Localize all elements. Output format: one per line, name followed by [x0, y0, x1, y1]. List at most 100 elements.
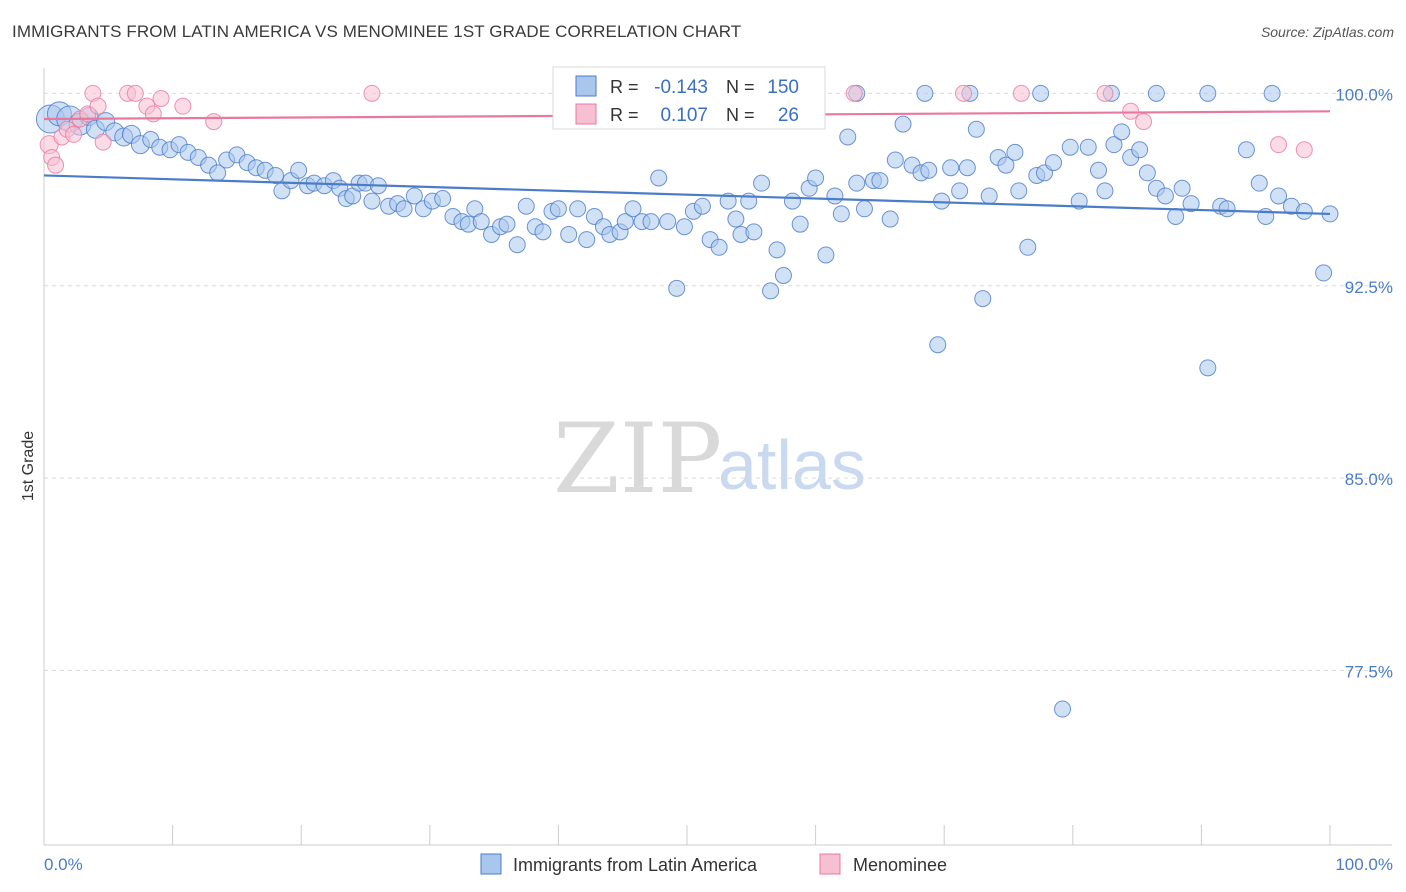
latin-america-point-61 — [569, 200, 587, 218]
y-tick-label-3: 77.5% — [1345, 663, 1393, 682]
latin-america-point-131 — [1131, 141, 1149, 159]
latin-america-point-122 — [1054, 700, 1072, 718]
latin-america-point-91 — [807, 169, 825, 187]
legend-swatch-menominee — [819, 853, 841, 875]
stats-r-value-pink: 0.107 — [660, 105, 708, 126]
latin-america-point-71 — [650, 169, 668, 187]
latin-america-point-97 — [855, 200, 873, 218]
latin-america-point-76 — [693, 197, 711, 215]
legend-label-latin-america: Immigrants from Latin America — [513, 855, 758, 875]
latin-america-point-59 — [549, 200, 567, 218]
menominee-point-21 — [1012, 84, 1030, 102]
latin-america-point-138 — [1199, 359, 1217, 377]
latin-america-point-150 — [916, 84, 934, 102]
menominee-point-24 — [1135, 113, 1153, 131]
latin-america-point-127 — [1096, 182, 1114, 200]
latin-america-point-74 — [675, 218, 693, 236]
latin-america-point-50 — [472, 213, 490, 231]
latin-america-point-93 — [826, 187, 844, 205]
latin-america-point-89 — [791, 215, 809, 233]
latin-america-point-84 — [753, 174, 771, 192]
y-tick-label-0: 100.0% — [1335, 85, 1393, 104]
axes — [43, 68, 1392, 846]
menominee-point-15 — [152, 89, 170, 107]
latin-america-point-154 — [1147, 84, 1165, 102]
latin-america-point-62 — [578, 231, 596, 249]
latin-america-point-83 — [745, 223, 763, 241]
latin-america-point-42 — [405, 187, 423, 205]
latin-america-point-45 — [434, 190, 452, 208]
latin-america-point-99 — [871, 172, 889, 190]
latin-america-point-68 — [624, 200, 642, 218]
latin-america-point-117 — [1010, 182, 1028, 200]
latin-america-point-87 — [774, 266, 792, 284]
stats-r-label-blue: R = — [610, 77, 639, 97]
latin-america-point-53 — [498, 215, 516, 233]
legend: Immigrants from Latin America Menominee — [480, 853, 947, 875]
menominee-point-26 — [1295, 141, 1313, 159]
x-tick-label-1: 100.0% — [1335, 855, 1393, 874]
latin-america-point-88 — [783, 192, 801, 210]
stats-n-value-pink: 26 — [778, 105, 799, 126]
latin-america-point-37 — [363, 192, 381, 210]
y-axis-label: 1st Grade — [20, 431, 37, 501]
menominee-point-22 — [1096, 84, 1114, 102]
menominee-point-19 — [845, 84, 863, 102]
menominee-point-9 — [89, 97, 107, 115]
watermark-zip: ZIP — [553, 403, 722, 515]
latin-america-point-132 — [1138, 164, 1156, 182]
stats-n-label-pink: N = — [726, 105, 755, 125]
source-label: Source: ZipAtlas.com — [1260, 24, 1394, 40]
latin-america-point-109 — [951, 182, 969, 200]
latin-america-point-147 — [1315, 264, 1333, 282]
latin-america-point-146 — [1295, 202, 1313, 220]
latin-america-point-126 — [1090, 161, 1108, 179]
menominee-point-16 — [174, 97, 192, 115]
latin-america-point-78 — [710, 238, 728, 256]
latin-america-point-73 — [668, 279, 686, 297]
menominee-point-18 — [363, 84, 381, 102]
y-tick-label-2: 85.0% — [1345, 470, 1393, 489]
latin-america-point-137 — [1182, 195, 1200, 213]
x-tick-labels: 0.0% 100.0% — [44, 855, 1393, 874]
latin-america-point-156 — [1263, 84, 1281, 102]
chart-title: IMMIGRANTS FROM LATIN AMERICA VS MENOMIN… — [12, 22, 742, 41]
stats-swatch-pink — [575, 103, 597, 125]
latin-america-point-27 — [290, 161, 308, 179]
menominee-point-25 — [1270, 136, 1288, 154]
latin-america-point-118 — [1019, 238, 1037, 256]
latin-america-point-86 — [768, 241, 786, 259]
latin-america-point-136 — [1173, 179, 1191, 197]
legend-swatch-latin-america — [480, 853, 502, 875]
latin-america-point-155 — [1199, 84, 1217, 102]
latin-america-point-95 — [839, 128, 857, 146]
menominee-point-10 — [94, 133, 112, 151]
stats-n-value-blue: 150 — [767, 77, 799, 98]
latin-america-point-41 — [395, 200, 413, 218]
latin-america-point-134 — [1156, 187, 1174, 205]
trend-line-latin-america — [43, 174, 1331, 216]
latin-america-point-142 — [1250, 174, 1268, 192]
latin-america-point-24 — [266, 166, 284, 184]
latin-america-point-116 — [1006, 143, 1024, 161]
latin-america-point-54 — [508, 236, 526, 254]
latin-america-point-70 — [642, 213, 660, 231]
latin-america-point-80 — [727, 210, 745, 228]
latin-america-point-111 — [967, 120, 985, 138]
latin-america-point-135 — [1167, 207, 1185, 225]
menominee-point-23 — [1122, 102, 1140, 120]
latin-america-point-144 — [1270, 187, 1288, 205]
latin-america-point-102 — [894, 115, 912, 133]
stats-r-value-blue: -0.143 — [654, 77, 708, 98]
y-tick-label-1: 92.5% — [1345, 278, 1393, 297]
legend-label-menominee: Menominee — [853, 855, 947, 875]
latin-america-point-60 — [560, 225, 578, 243]
latin-america-point-128 — [1105, 136, 1123, 154]
gridlines — [44, 92, 1392, 672]
latin-america-point-115 — [997, 156, 1015, 174]
latin-america-point-113 — [980, 187, 998, 205]
stats-n-label-blue: N = — [726, 77, 755, 97]
latin-america-point-72 — [659, 213, 677, 231]
latin-america-point-152 — [1032, 84, 1050, 102]
